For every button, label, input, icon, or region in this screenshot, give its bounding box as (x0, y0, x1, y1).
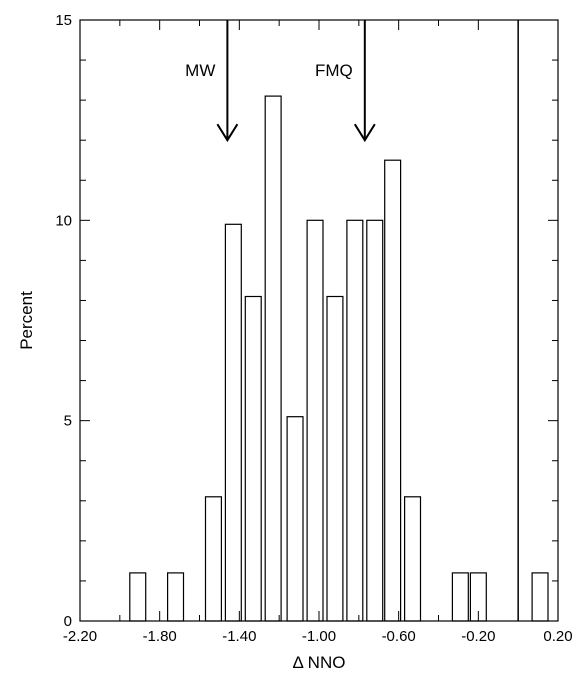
y-tick-label-0: 0 (64, 613, 72, 630)
histogram-bar-11 (384, 159, 402, 622)
y-tick-label-2: 10 (55, 212, 72, 229)
histogram-bar-0 (129, 572, 147, 622)
x-tick-label-6: 0.20 (543, 628, 572, 645)
x-axis-title: Δ NNO (293, 653, 346, 672)
histogram-bar-6 (286, 416, 304, 622)
annotation-arrow-head-0 (216, 123, 239, 143)
histogram-bar-3 (224, 223, 242, 622)
annotation-label-mw: MW (185, 61, 215, 80)
histogram-bar-4 (244, 295, 262, 622)
histogram-bar-1 (167, 572, 185, 622)
histogram-bar-8 (326, 295, 344, 622)
histogram-bar-10 (366, 219, 384, 622)
x-tick-label-3: -1.00 (302, 628, 336, 645)
annotations-group: MW FMQ (185, 20, 376, 143)
x-tick-label-5: -0.20 (461, 628, 495, 645)
histogram-bar-13 (451, 572, 469, 622)
y-tick-label-1: 5 (64, 413, 72, 430)
histogram-bar-9 (346, 219, 364, 622)
histogram-bar-5 (264, 95, 282, 622)
y-tick-label-3: 15 (55, 12, 72, 29)
annotation-arrow-head-1 (353, 123, 376, 143)
x-tick-label-4: -0.60 (382, 628, 416, 645)
histogram-bar-15 (531, 572, 549, 622)
histogram-bar-2 (204, 496, 222, 622)
histogram-bar-12 (404, 496, 422, 622)
y-axis-title: Percent (17, 291, 36, 350)
x-tick-label-2: -1.40 (222, 628, 256, 645)
annotation-label-fmq: FMQ (315, 61, 353, 80)
histogram-bar-7 (306, 219, 324, 622)
bars-group (129, 95, 549, 622)
ticks-group: -2.20 -1.80 -1.40 -1.00 -0.60 -0.20 0.20 0 5 10 15 (55, 12, 572, 645)
x-tick-label-1: -1.80 (143, 628, 177, 645)
x-tick-label-0: -2.20 (63, 628, 97, 645)
